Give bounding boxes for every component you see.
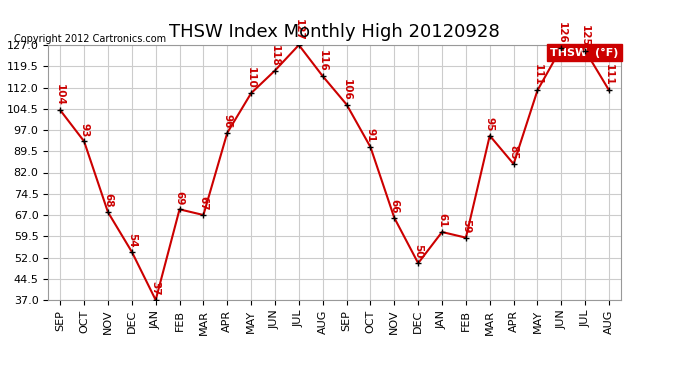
Text: 95: 95 <box>485 117 495 132</box>
Text: 93: 93 <box>79 123 89 137</box>
Title: THSW Index Monthly High 20120928: THSW Index Monthly High 20120928 <box>169 22 500 40</box>
Text: 91: 91 <box>366 129 375 143</box>
Text: 111: 111 <box>604 64 614 86</box>
Text: 116: 116 <box>317 50 328 72</box>
Text: 66: 66 <box>389 199 400 214</box>
Text: 37: 37 <box>150 281 161 296</box>
Text: 118: 118 <box>270 45 280 66</box>
Text: 106: 106 <box>342 79 352 101</box>
Text: 126: 126 <box>556 22 566 44</box>
Text: 69: 69 <box>175 191 184 205</box>
Text: 50: 50 <box>413 244 423 259</box>
Text: 110: 110 <box>246 67 256 89</box>
Text: 104: 104 <box>55 84 66 106</box>
Text: 127: 127 <box>294 19 304 41</box>
Text: 125: 125 <box>580 25 590 46</box>
Text: 96: 96 <box>222 114 233 129</box>
Text: Copyright 2012 Cartronics.com: Copyright 2012 Cartronics.com <box>14 34 166 44</box>
Text: 59: 59 <box>461 219 471 234</box>
Text: 85: 85 <box>509 146 519 160</box>
Text: 61: 61 <box>437 213 447 228</box>
Text: 54: 54 <box>127 233 137 248</box>
Text: THSW  (°F): THSW (°F) <box>550 48 618 58</box>
Text: 111: 111 <box>533 64 542 86</box>
Text: 68: 68 <box>103 194 113 208</box>
Text: 67: 67 <box>199 196 208 211</box>
